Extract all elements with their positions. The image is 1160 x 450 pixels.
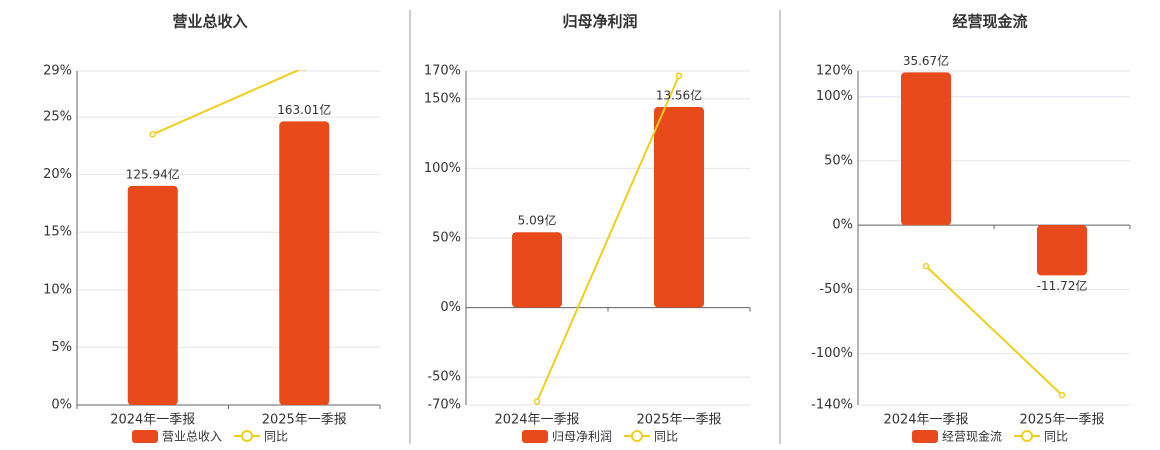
legend-swatch — [1021, 430, 1034, 442]
value-label: 13.56亿 — [656, 88, 702, 103]
legend-label: 营业总收入 — [162, 430, 222, 444]
point — [675, 72, 683, 79]
y-tick-label: 170% — [424, 64, 461, 79]
chart-title: 经营现金流 — [952, 13, 1027, 31]
line — [925, 265, 1063, 396]
chart-title: 归母净利润 — [562, 13, 637, 31]
chart-title: 营业总收入 — [172, 13, 247, 31]
y-tick-label: 0% — [440, 300, 461, 315]
x-tick-label: 2025年一季报 — [636, 413, 721, 428]
value-label: -11.72亿 — [1037, 278, 1088, 293]
y-tick-label: 100% — [424, 161, 461, 176]
y-tick-label: -50% — [427, 370, 461, 385]
legend-label: 归母净利润 — [552, 430, 612, 444]
point — [1058, 391, 1066, 399]
y-tick-label: 25% — [43, 110, 72, 125]
y-tick-label: 0% — [51, 398, 72, 413]
line — [152, 70, 302, 136]
y-tick-label: -100% — [811, 346, 853, 361]
legend-label: 同比 — [1044, 430, 1068, 444]
legend-swatch — [522, 430, 548, 443]
plot — [901, 72, 1087, 399]
bar — [127, 185, 178, 405]
point — [302, 70, 307, 71]
y-tick-label: -140% — [811, 398, 853, 413]
x-tick-label: 2024年一季报 — [494, 413, 579, 428]
value-label: 5.09亿 — [518, 213, 557, 228]
legend-label: 同比 — [264, 430, 288, 444]
bar — [654, 107, 704, 308]
y-tick-label: 100% — [816, 89, 853, 104]
y-tick-label: 120% — [816, 64, 853, 79]
y-tick-label: 50% — [824, 153, 853, 168]
y-tick-label: 15% — [43, 225, 72, 240]
legend-label: 经营现金流 — [942, 429, 1002, 444]
x-tick-label: 2025年一季报 — [262, 413, 347, 428]
point — [149, 131, 156, 138]
x-tick-label: 2024年一季报 — [883, 413, 968, 428]
value-label: 35.67亿 — [903, 53, 949, 68]
legend-swatch — [631, 430, 644, 442]
bar — [512, 232, 562, 308]
value-label: 163.01亿 — [277, 102, 331, 117]
y-tick-label: 150% — [424, 91, 461, 106]
y-tick-label: 10% — [43, 282, 72, 297]
y-tick-label: 29% — [43, 64, 72, 79]
legend-swatch — [241, 430, 254, 442]
plot — [512, 72, 704, 405]
y-tick-label: -50% — [819, 282, 853, 297]
bar — [1037, 225, 1087, 276]
bar — [901, 72, 951, 226]
bar — [279, 121, 330, 406]
plot — [127, 70, 330, 406]
line — [536, 75, 680, 402]
x-tick-label: 2025年一季报 — [1019, 413, 1104, 428]
x-tick-label: 2024年一季报 — [110, 413, 195, 428]
value-label: 125.94亿 — [126, 166, 180, 181]
y-tick-label: 20% — [43, 167, 72, 182]
legend-swatch — [132, 430, 158, 443]
y-tick-label: 5% — [51, 340, 72, 355]
legend-label: 同比 — [654, 430, 678, 444]
point — [922, 262, 930, 270]
y-tick-label: 50% — [432, 231, 461, 246]
point — [533, 398, 541, 405]
y-tick-label: -70% — [427, 398, 461, 413]
y-tick-label: 0% — [832, 218, 853, 233]
legend-swatch — [912, 430, 938, 443]
